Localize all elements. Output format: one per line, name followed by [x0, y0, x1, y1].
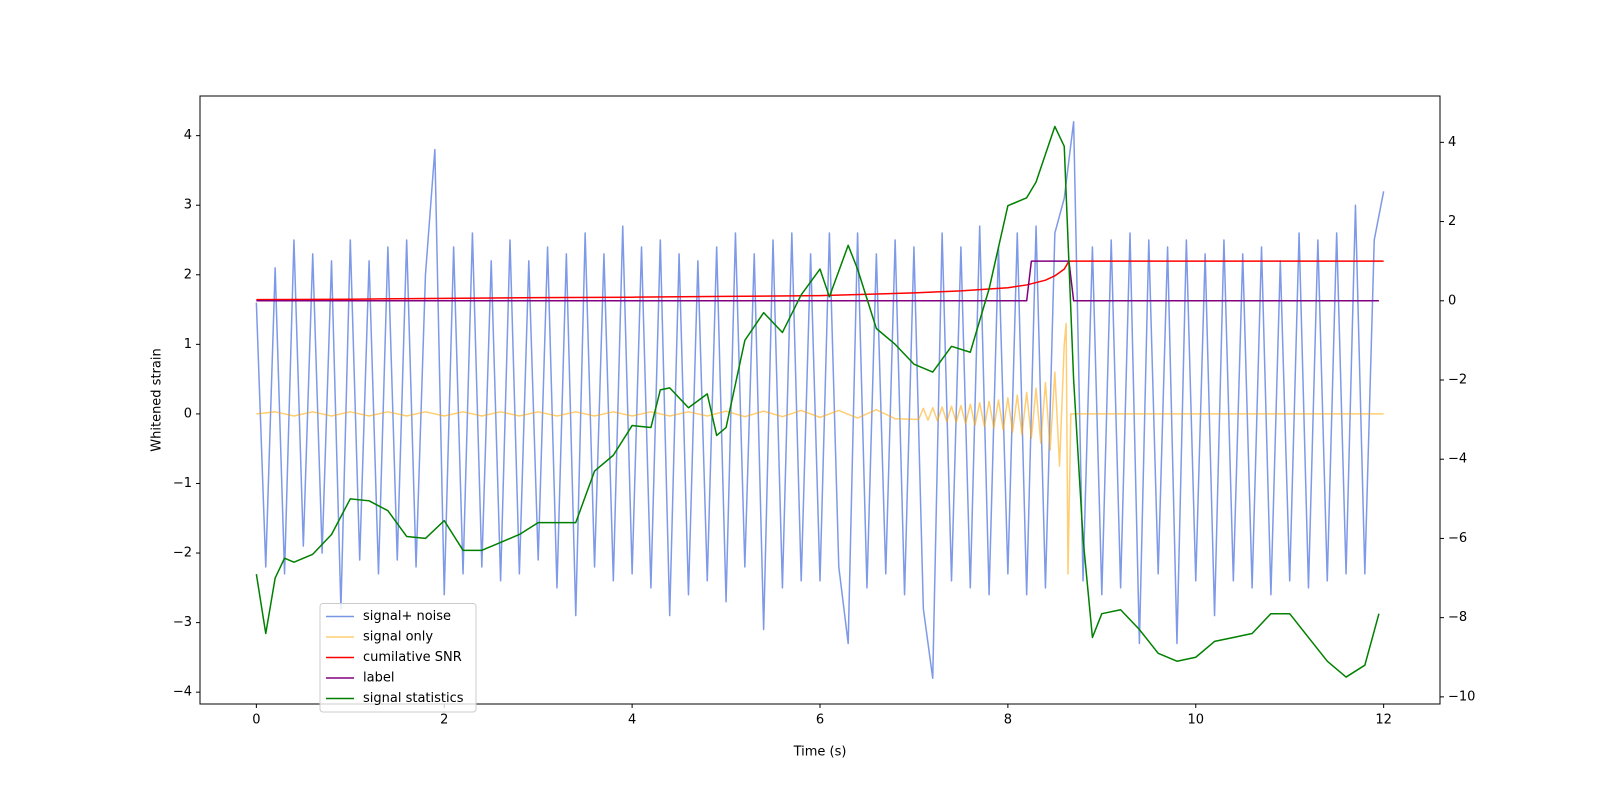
y-tick-label: 1: [184, 337, 192, 352]
y-tick-label: 3: [184, 198, 192, 213]
x-tick-label: 2: [440, 713, 448, 728]
series-line: [255, 125, 1380, 678]
y-tick-label: −4: [173, 685, 192, 700]
legend-label: label: [363, 671, 394, 686]
y-tick-label: −2: [173, 546, 192, 561]
y-tick-label: 0: [184, 406, 192, 421]
x-tick-label: 0: [252, 713, 260, 728]
x-tick-label: 8: [1004, 713, 1012, 728]
y-tick-label: −3: [173, 615, 192, 630]
legend-box: [319, 603, 477, 713]
y2-tick-label: −2: [1448, 372, 1467, 387]
y2-tick-label: −6: [1448, 531, 1467, 546]
x-tick-label: 10: [1187, 713, 1204, 728]
x-axis-label: Time (s): [793, 745, 847, 760]
y-tick-label: 2: [184, 267, 192, 282]
legend: signal+ noise signal only cumilative SNR la…: [319, 603, 477, 713]
y-tick-label: 4: [184, 128, 192, 143]
legend-label: signal+ noise: [363, 609, 451, 624]
y-axis-label: Whitened strain: [150, 348, 165, 451]
y2-tick-label: 4: [1448, 135, 1456, 150]
y2-tick-label: −8: [1448, 610, 1467, 625]
legend-label: cumilative SNR: [363, 650, 462, 665]
x-tick-label: 4: [628, 713, 636, 728]
y2-tick-label: −4: [1448, 452, 1467, 467]
legend-label: signal statistics: [363, 691, 464, 706]
y2-tick-label: 0: [1448, 293, 1456, 308]
x-tick-label: 6: [816, 713, 824, 728]
series-line: [256, 260, 1379, 302]
plot-area: [255, 120, 1385, 680]
y-tick-label: −1: [173, 476, 192, 491]
x-tick-label: 12: [1375, 713, 1392, 728]
axes-frame: [199, 95, 1441, 705]
y2-tick-label: −10: [1448, 689, 1475, 704]
legend-label: signal only: [363, 630, 433, 645]
series-line: [256, 322, 1384, 575]
series-line: [255, 120, 1385, 680]
series-line: [256, 260, 1384, 301]
y2-tick-label: 2: [1448, 214, 1456, 229]
